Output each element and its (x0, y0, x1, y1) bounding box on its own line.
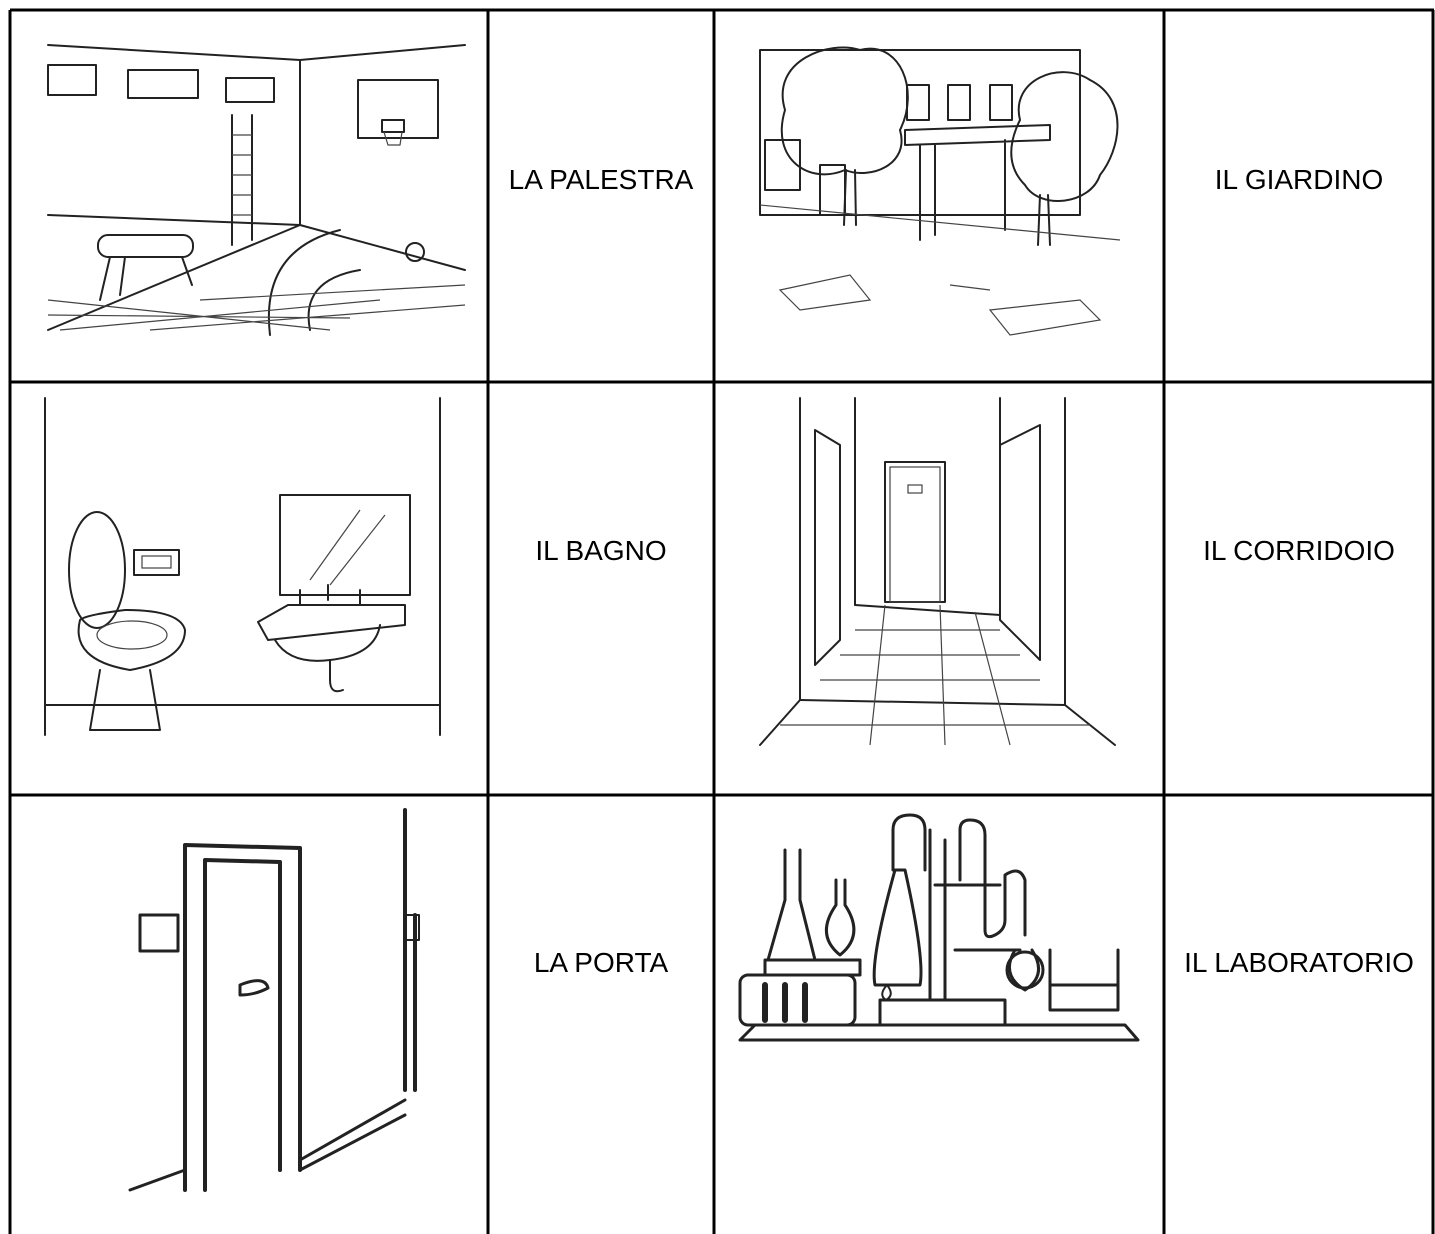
garden-illustration (759, 46, 1121, 336)
lab-illustration (738, 813, 1140, 1042)
cell-label: LA PALESTRA (508, 164, 694, 195)
cell-label: IL CORRIDOIO (1203, 535, 1395, 566)
cell-label: IL LABORATORIO (1184, 947, 1414, 978)
corridor-illustration (759, 397, 1116, 746)
bathroom-illustration (44, 397, 441, 736)
cell-label: LA PORTA (533, 947, 669, 978)
borders (8, 8, 1435, 1234)
cell-label: IL GIARDINO (1214, 164, 1384, 195)
door-illustration (128, 808, 420, 1192)
cell-label: IL BAGNO (535, 535, 667, 566)
gym-illustration (47, 44, 466, 336)
